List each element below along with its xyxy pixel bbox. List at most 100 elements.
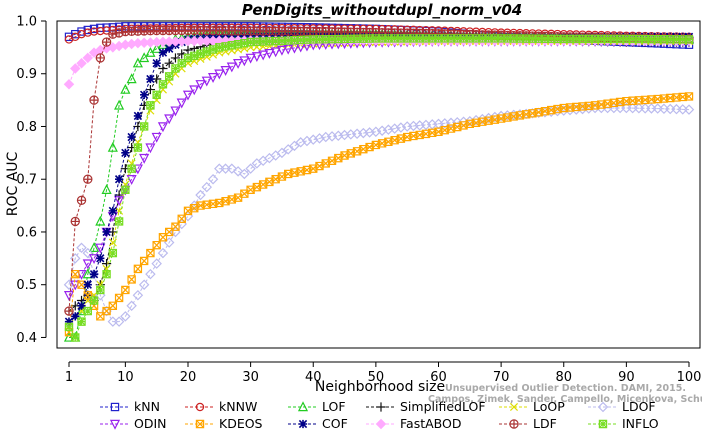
data-point [108, 206, 118, 216]
series-marker [302, 35, 312, 44]
data-point [295, 137, 306, 148]
y-tick-label: 0.6 [16, 225, 37, 240]
series-marker [553, 34, 562, 44]
series-marker [302, 26, 312, 37]
data-point [77, 27, 86, 36]
series-marker [396, 134, 406, 143]
data-point [120, 83, 131, 94]
data-point [145, 84, 156, 95]
data-point [101, 37, 112, 47]
data-point [120, 311, 131, 322]
legend-item-knnw: kNNW [185, 399, 257, 414]
series-marker [258, 50, 269, 61]
y-tick-label: 0.8 [16, 120, 37, 135]
x-tick-label: 10 [117, 370, 134, 385]
data-point [139, 122, 149, 131]
series-marker [126, 38, 137, 50]
series-line-cof [68, 34, 689, 322]
series-marker [177, 214, 186, 223]
y-tick-label: 0.5 [16, 278, 37, 293]
series-marker [245, 163, 256, 174]
legend-item-lof: LOF [288, 399, 346, 414]
data-point [88, 268, 100, 280]
data-point [83, 25, 92, 35]
data-point [195, 189, 206, 201]
series-line-fastabod [68, 40, 689, 85]
series-marker [176, 36, 187, 47]
data-point [158, 63, 168, 74]
legend-item-fastabod: FastABOD [366, 416, 462, 431]
series-marker [258, 180, 268, 189]
series-marker [138, 279, 150, 290]
data-point [107, 141, 118, 152]
data-point [89, 27, 99, 36]
series-marker [615, 34, 625, 44]
data-point [96, 285, 105, 295]
data-point [132, 164, 143, 175]
data-point [64, 32, 74, 42]
series-marker [139, 256, 149, 266]
data-point [71, 312, 80, 321]
data-point [64, 322, 74, 332]
series-marker [302, 165, 312, 175]
data-point [145, 268, 156, 280]
data-point [88, 242, 100, 252]
series-marker [126, 300, 137, 312]
legend-marker [109, 419, 121, 430]
data-point [88, 254, 100, 265]
data-point [70, 253, 81, 264]
series-marker [521, 110, 531, 119]
series-marker [232, 166, 244, 177]
series-marker [114, 293, 124, 303]
x-axis-label: Neighborhood size [315, 379, 445, 395]
x-axis: 1 10 20 30 40 50 60 70 80 90 100 [65, 361, 702, 385]
series-marker [584, 101, 593, 111]
data-point [133, 143, 143, 152]
series-marker [165, 44, 174, 53]
series-cof [64, 31, 694, 326]
series-marker [139, 52, 150, 63]
x-tick-label: 50 [368, 370, 385, 385]
data-point [101, 184, 112, 194]
x-tick-label: 1 [65, 370, 73, 385]
data-point [139, 90, 149, 100]
data-point [145, 143, 156, 154]
series-marker [208, 45, 218, 54]
x-tick-label: 40 [305, 370, 322, 385]
legend-item-odin: ODIN [100, 416, 167, 431]
data-point [95, 215, 106, 226]
series-marker [177, 58, 186, 68]
series-marker [251, 52, 262, 63]
x-tick-label: 80 [555, 370, 572, 385]
legend-label: KDEOS [219, 416, 263, 431]
data-point [152, 59, 161, 68]
chart-title: PenDigits_withoutdupl_norm_v04 [242, 1, 522, 19]
legend-marker [195, 402, 205, 412]
data-point [183, 53, 193, 63]
series-marker [201, 76, 212, 87]
x-tick-label: 70 [493, 370, 510, 385]
legend-marker [509, 419, 519, 429]
data-point [83, 306, 92, 316]
data-point [76, 57, 87, 69]
data-point [77, 317, 86, 326]
legend-item-loop: LoOP [499, 399, 565, 414]
series-marker [239, 26, 250, 36]
series-marker [459, 121, 468, 130]
series-simplifiedlof [64, 33, 694, 316]
data-point [108, 301, 118, 311]
series-marker [164, 58, 174, 68]
legend-marker [376, 402, 386, 412]
data-point [77, 29, 86, 39]
series-marker [152, 240, 161, 250]
data-point [146, 248, 155, 258]
series-inflo [64, 34, 694, 342]
legend-label: SimplifiedLOF [400, 399, 486, 414]
series-marker [233, 40, 243, 49]
series-marker [189, 85, 200, 96]
series-marker [334, 153, 343, 163]
series-marker [270, 150, 281, 161]
x-tick-label: 100 [677, 370, 702, 385]
legend-item-cof: COF [288, 416, 348, 431]
